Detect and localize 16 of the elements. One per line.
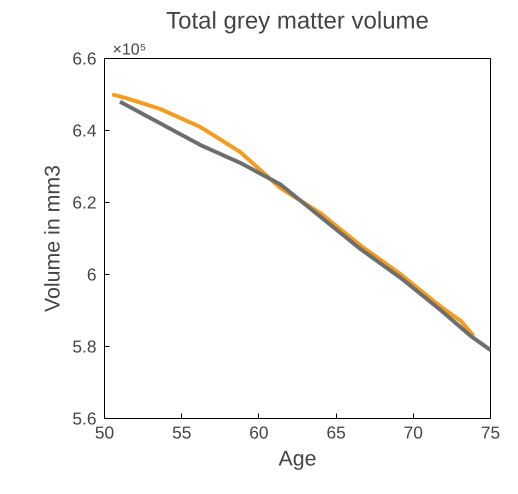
x-axis-title: Age [278,446,316,470]
x-tick-label: 60 [249,422,269,442]
chart-title: Total grey matter volume [166,8,429,34]
text: ×10⁵ [112,42,146,58]
y-tick-label: 5.6 [72,408,97,428]
x-tick-label: 70 [404,422,423,442]
x-tick-label: 50 [94,422,114,442]
y-tick-label: 6.2 [72,192,97,212]
y-tick-label: 6.6 [72,48,97,68]
y-tick-label: 6 [86,264,97,284]
x-tick-label: 55 [172,422,192,442]
y-tick-label: 5.8 [72,336,97,356]
y-tick-label: 6.4 [72,120,97,140]
x-tick-label: 75 [480,422,500,442]
x-tick-label: 65 [326,422,346,442]
y-axis-title: Volume in mm3 [40,164,64,312]
